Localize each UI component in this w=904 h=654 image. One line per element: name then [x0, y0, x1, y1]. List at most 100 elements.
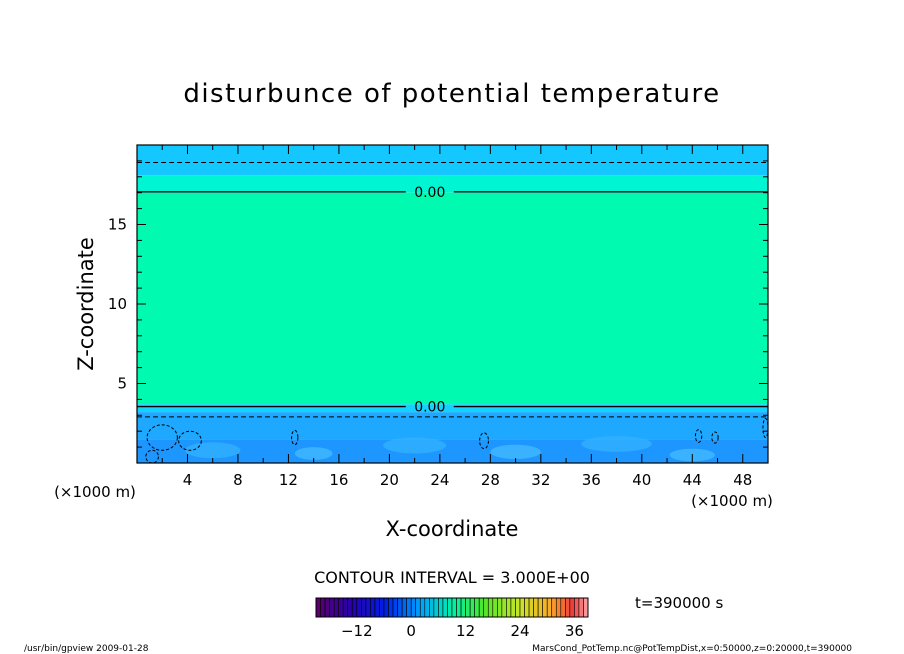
contour-lines: 0.00 0.00	[137, 161, 768, 418]
heatmap-bands	[137, 145, 768, 463]
colorbar-cell-26	[433, 597, 439, 618]
colorbar-cell-5	[338, 597, 344, 618]
colorbar-cell-7	[347, 597, 353, 618]
colorbar-cell-36	[478, 597, 485, 618]
y-tick-label-15: 15	[108, 216, 127, 234]
colorbar-cell-57	[574, 597, 580, 618]
x-tick-label-24: 24	[430, 471, 449, 489]
negative-contour-1	[178, 430, 202, 451]
footer-right: MarsCond_PotTemp.nc@PotTempDist,x=0:5000…	[532, 644, 852, 654]
chart-title: disturbunce of potential temperature	[183, 79, 720, 109]
colorbar-cell-18	[397, 597, 403, 618]
colorbar-cell-44	[515, 597, 521, 618]
colorbar-cell-55	[565, 597, 571, 618]
heatmap-band-2	[137, 404, 768, 413]
x-tick-label-28: 28	[481, 471, 500, 489]
colorbar-cell-40	[497, 597, 503, 618]
x-unit-right: (×1000 m)	[691, 492, 773, 510]
colorbar-tick-label-1: 0	[406, 622, 416, 640]
heatmap-band-5	[137, 145, 768, 176]
negative-contour-3	[479, 432, 489, 450]
x-tick-label-40: 40	[632, 471, 651, 489]
colorbar-frame	[315, 597, 589, 618]
colorbar-cell-20	[406, 597, 412, 618]
colorbar-cell-13	[374, 597, 380, 618]
colorbar-cell-31	[456, 597, 462, 618]
colorbar-tick-label-3: 24	[510, 622, 529, 640]
x-axis-label: X-coordinate	[386, 517, 519, 541]
colorbar-cell-32	[460, 597, 466, 618]
x-tick-label-32: 32	[531, 471, 550, 489]
colorbar-tick-label-0: −12	[341, 622, 373, 640]
colorbar-cell-56	[569, 597, 575, 618]
heatmap-band-1	[137, 412, 768, 440]
footer-left: /usr/bin/gpview 2009-01-28	[24, 644, 149, 654]
colorbar-cell-47	[528, 597, 534, 618]
colorbar-cell-29	[447, 597, 453, 618]
colorbar-cell-28	[442, 597, 448, 618]
x-tick-label-36: 36	[582, 471, 601, 489]
y-tick-label-5: 5	[117, 375, 127, 393]
negative-contour-4	[694, 429, 703, 443]
surface-patch-1	[294, 447, 333, 460]
colorbar-cell-19	[401, 597, 407, 618]
surface-patch-0	[184, 442, 241, 459]
colorbar-cell-16	[388, 597, 394, 618]
heatmap-band-4	[137, 175, 768, 193]
negative-contour-7	[145, 449, 159, 464]
colorbar-cell-39	[492, 597, 498, 618]
x-unit-left: (×1000 m)	[54, 483, 136, 501]
colorbar-cell-37	[483, 597, 489, 618]
colorbar-cell-51	[546, 597, 553, 618]
heatmap-band-3	[137, 192, 768, 405]
y-tick-label-10: 10	[108, 295, 127, 313]
x-tick-label-16: 16	[329, 471, 348, 489]
colorbar-cell-14	[379, 597, 385, 618]
y-axis-label: Z-coordinate	[74, 237, 98, 371]
colorbar-cell-41	[501, 597, 507, 618]
colorbar-cell-35	[474, 597, 480, 618]
colorbar-cell-38	[487, 597, 494, 618]
colorbar-cell-46	[524, 597, 530, 618]
colorbar-cell-2	[324, 597, 330, 618]
negative-contour-5	[711, 431, 719, 444]
colorbar-cell-42	[506, 597, 512, 618]
colorbar-cell-25	[429, 597, 435, 618]
contour-label-0: 0.00	[414, 400, 445, 416]
colorbar-cell-0	[315, 597, 321, 618]
colorbar-cell-8	[351, 597, 358, 618]
x-tick-label-4: 4	[183, 471, 193, 489]
colorbar-cell-53	[555, 597, 562, 618]
colorbar-cell-48	[533, 597, 539, 618]
colorbar-cell-49	[537, 597, 543, 618]
colorbar-cell-33	[465, 597, 471, 618]
colorbar-cell-45	[519, 597, 525, 618]
contour-label-1: 0.00	[414, 185, 445, 201]
x-tick-label-44: 44	[683, 471, 702, 489]
colorbar: −12 0 12 24 36	[315, 597, 589, 640]
colorbar-cell-52	[551, 597, 557, 618]
colorbar-cell-10	[361, 597, 367, 618]
colorbar-tick-label-4: 36	[565, 622, 584, 640]
colorbar-cell-1	[320, 597, 326, 618]
colorbar-cell-23	[419, 597, 426, 618]
x-tick-label-12: 12	[279, 471, 298, 489]
colorbar-cell-24	[424, 597, 430, 618]
colorbar-cell-54	[560, 597, 566, 618]
colorbar-cell-30	[451, 597, 457, 618]
colorbar-cell-43	[510, 597, 516, 618]
colorbar-cell-11	[365, 597, 371, 618]
colorbar-cell-15	[383, 597, 389, 618]
colorbar-cell-21	[410, 597, 417, 618]
negative-contour-0	[146, 424, 178, 451]
time-label: t=390000 s	[635, 594, 723, 612]
surface-patch-2	[383, 437, 447, 454]
x-tick-label-48: 48	[733, 471, 752, 489]
colorbar-cell-9	[356, 597, 362, 618]
surface-patch-4	[581, 435, 652, 452]
x-tick-label-20: 20	[380, 471, 399, 489]
surface-patch-3	[490, 444, 541, 460]
colorbar-cell-59	[583, 597, 589, 618]
